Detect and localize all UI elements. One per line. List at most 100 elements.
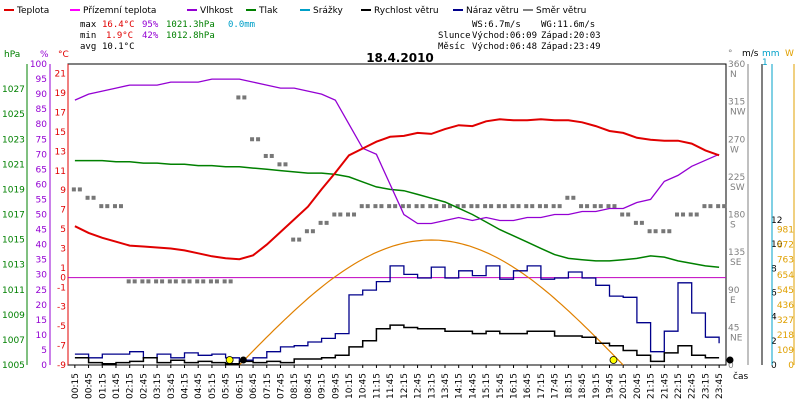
wind-direction-point [250, 137, 255, 142]
w-unit: W [785, 49, 794, 59]
x-tick-label: 10:45 [359, 373, 369, 399]
wind-direction-point [181, 279, 186, 284]
x-tick-label: 17:15 [537, 373, 547, 399]
wind-direction-point [195, 279, 200, 284]
stats-min-label: min [80, 31, 96, 41]
dir-compass-label: NW [730, 108, 746, 118]
hpa-tick-label: 1013 [2, 261, 25, 271]
x-tick-label: 21:15 [647, 373, 657, 399]
wind-direction-point [537, 204, 542, 209]
degc-tick-label: -7 [57, 342, 66, 352]
wind-direction-point [140, 279, 145, 284]
pct-tick-label: 10 [36, 331, 48, 341]
hpa-tick-label: 1023 [2, 135, 25, 145]
wind-direction-point [365, 204, 370, 209]
w-tick-label: 981 [777, 226, 794, 236]
x-tick-label: 09:15 [318, 373, 328, 399]
w-tick-label: 0 [788, 361, 794, 371]
wind-direction-point [441, 204, 446, 209]
hpa-tick-label: 1021 [2, 160, 25, 170]
x-tick-label: 00:45 [85, 373, 95, 399]
wind-direction-point [160, 279, 165, 284]
sun-label: Slunce [438, 31, 471, 41]
pct-tick-label: 90 [36, 90, 48, 100]
w-tick-label: 872 [777, 241, 794, 251]
wind-direction-point [201, 279, 206, 284]
x-tick-label: 07:45 [276, 373, 286, 399]
x-tick-label: 10:15 [345, 373, 355, 399]
pct-tick-label: 80 [36, 120, 48, 130]
wind-direction-point [510, 204, 515, 209]
dir-tick-label: 90 [728, 286, 740, 296]
legend-label: Směr větru [536, 6, 586, 16]
dir-tick-label: 315 [728, 98, 745, 108]
wind-direction-point [269, 153, 274, 158]
wind-direction-point [516, 204, 521, 209]
dir-tick-label: 225 [728, 173, 745, 183]
pct-tick-label: 15 [36, 316, 47, 326]
legend-label: Srážky [313, 6, 344, 16]
pct-tick-label: 65 [36, 165, 47, 175]
legend-label: Rychlost větru [374, 6, 439, 16]
plot-area [71, 78, 734, 366]
wind-direction-point [716, 204, 721, 209]
pct-tick-label: 50 [36, 211, 48, 221]
wind-sun-info: WS:6.7m/s WG:11.6m/s Slunce Východ:06:09… [438, 20, 601, 52]
x-tick-label: 04:45 [194, 373, 204, 399]
degc-tick-label: 1 [60, 264, 66, 274]
wind-direction-point [291, 237, 296, 242]
wind-wg: WG:11.6m/s [541, 20, 595, 30]
x-tick-label: 08:45 [304, 373, 314, 399]
dir-compass-label: S [730, 221, 736, 231]
degc-tick-label: 15 [55, 128, 66, 138]
x-tick-label: 02:45 [139, 373, 149, 399]
mm-unit: mm [762, 49, 780, 59]
wind-direction-point [118, 204, 123, 209]
w-tick-label: 436 [777, 301, 794, 311]
ms-tick-label: 2 [771, 337, 777, 347]
x-tick-label: 13:15 [427, 373, 437, 399]
cas-label: čas [733, 371, 748, 382]
wind-direction-point [420, 204, 425, 209]
wind-direction-point [543, 204, 548, 209]
pct-tick-label: 85 [36, 105, 47, 115]
wind-direction-point [620, 212, 625, 217]
x-tick-label: 04:15 [181, 373, 191, 399]
wind-direction-point [146, 279, 151, 284]
x-tick-label: 23:15 [701, 373, 711, 399]
stats-max-hum: 95% [142, 20, 159, 30]
ms-tick-label: 4 [771, 313, 777, 323]
wind-direction-point [400, 204, 405, 209]
ms-tick-label: 8 [771, 264, 777, 274]
w-tick-label: 327 [777, 316, 794, 326]
pct-tick-label: 0 [41, 361, 47, 371]
degc-tick-label: -5 [57, 322, 66, 332]
wind-direction-point [530, 204, 535, 209]
dir-compass-label: SW [730, 183, 745, 193]
degc-tick-label: -3 [57, 303, 66, 313]
moon-rise: Východ:06:48 [472, 42, 537, 52]
x-tick-label: 16:15 [510, 373, 520, 399]
wind-direction-point [551, 204, 556, 209]
x-tick-label: 12:15 [400, 373, 410, 399]
hpa-tick-label: 1007 [2, 336, 25, 346]
wind-direction-point [565, 195, 570, 200]
wind-direction-point [606, 204, 611, 209]
x-tick-label: 15:15 [482, 373, 492, 399]
wind-direction-point [681, 212, 686, 217]
x-tick-label: 14:15 [455, 373, 465, 399]
wind-direction-point [475, 204, 480, 209]
wind-direction-point [228, 279, 233, 284]
wind-direction-point [242, 95, 247, 100]
dir-unit: ° [728, 49, 733, 59]
dir-tick-label: 180 [728, 211, 745, 221]
degc-tick-label: -9 [57, 361, 66, 371]
pct-tick-label: 75 [36, 135, 47, 145]
wind-ws: WS:6.7m/s [472, 20, 521, 30]
sun-rise: Východ:06:09 [472, 31, 537, 41]
x-tick-label: 22:45 [688, 373, 698, 399]
legend-label: Přízemní teplota [83, 6, 156, 16]
w-tick-label: 545 [777, 286, 794, 296]
wind-direction-point [633, 220, 638, 225]
degc-tick-label: 11 [55, 167, 66, 177]
